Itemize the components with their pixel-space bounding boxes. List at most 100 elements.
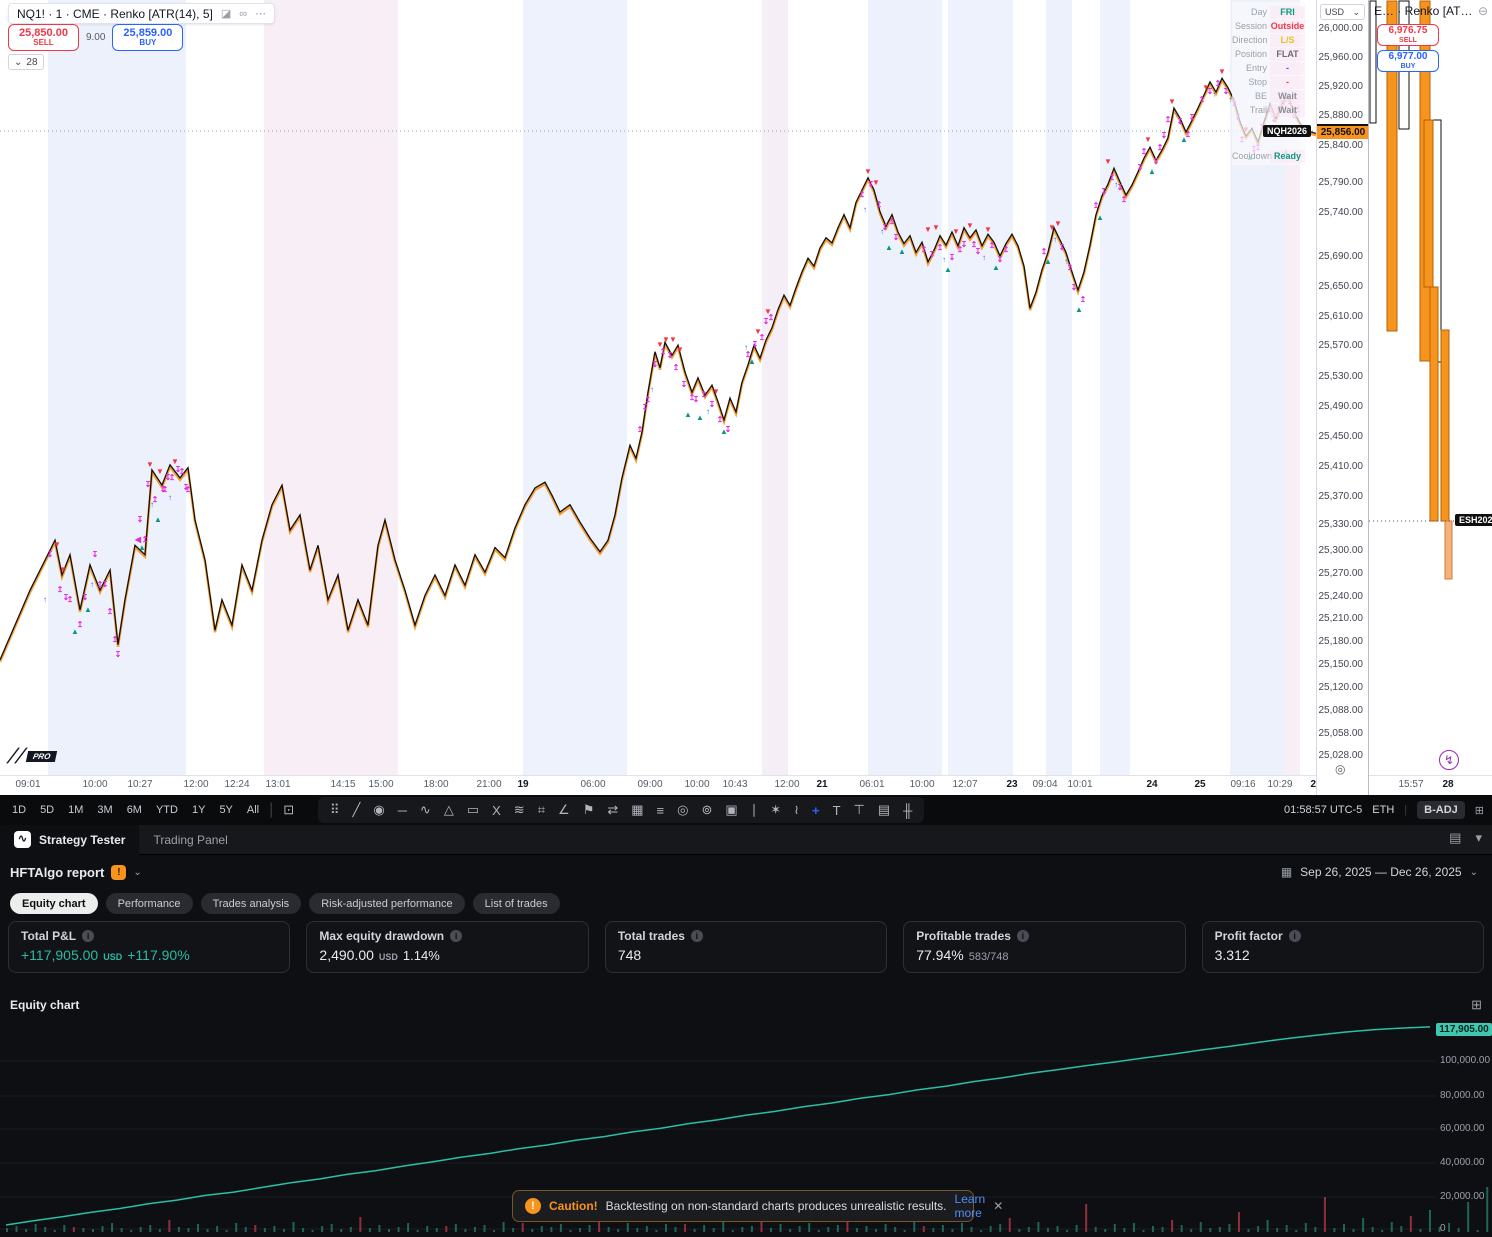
range-1m[interactable]: 1M <box>68 804 84 816</box>
range-1d[interactable]: 1D <box>12 804 27 816</box>
stat-value: 3.312 <box>1214 947 1250 963</box>
sell-button[interactable]: 25,850.00 SELL <box>8 24 79 51</box>
adjust-toggle[interactable]: B-ADJ <box>1417 801 1465 819</box>
price-tick: 25,740.00 <box>1318 207 1364 218</box>
tab-trading-panel[interactable]: Trading Panel <box>139 825 241 855</box>
text-icon[interactable]: T <box>832 802 841 818</box>
crosshair-icon[interactable]: + <box>811 802 820 818</box>
range-ytd[interactable]: YTD <box>155 804 178 816</box>
time-tick: 14:15 <box>330 779 356 790</box>
trade-marker: ↧ <box>928 250 936 259</box>
panel-collapse-icon[interactable]: ▾ <box>1475 830 1482 845</box>
report-tab-list-of-trades[interactable]: List of trades <box>472 893 560 914</box>
rectangle-icon[interactable]: ▭ <box>466 802 480 817</box>
grid-icon[interactable]: ▦ <box>631 802 644 817</box>
buy-button[interactable]: 25,859.00 BUY <box>112 24 184 51</box>
report-tab-trades-analysis[interactable]: Trades analysis <box>200 893 302 914</box>
range-6m[interactable]: 6M <box>126 804 142 816</box>
symbol-title[interactable]: NQ1! · 1 · CME · Renko [ATR(14), 5] <box>17 6 213 21</box>
price-tick: 25,180.00 <box>1318 636 1364 647</box>
panel-options-icon[interactable]: ▤ <box>1449 830 1462 845</box>
status-row: Stop - <box>1232 76 1305 89</box>
currency-label: USD <box>1325 7 1345 17</box>
anchored-text-icon[interactable]: ⊤ <box>853 802 865 817</box>
drag-handle-icon[interactable]: ⠿ <box>330 802 340 817</box>
time-tick: 21 <box>816 779 828 790</box>
info-icon[interactable]: i <box>690 930 703 942</box>
strategy-tester-icon: ∿ <box>14 831 31 848</box>
collapse-icon[interactable]: ⊖ <box>1477 4 1488 18</box>
range-5y[interactable]: 5Y <box>219 804 233 816</box>
trade-marker: ↧ <box>1176 117 1184 126</box>
flag-icon[interactable]: ⚑ <box>582 802 595 817</box>
price-axis[interactable]: USD ⌄ 26,000.00 25,960.00 25,920.00 25,880.… <box>1316 0 1369 795</box>
link-icon[interactable]: ∞ <box>239 7 248 20</box>
date-range-picker[interactable]: ▦ Sep 26, 2025 — Dec 26, 2025 ⌄ <box>1281 865 1478 879</box>
equity-chart[interactable]: 117,905.00 100,000.00 80,000.00 60,000.00 40… <box>0 1017 1492 1237</box>
zigzag-icon[interactable]: ∿ <box>419 802 431 817</box>
range-5d[interactable]: 5D <box>40 804 55 816</box>
snapshot-icon[interactable]: ◪ <box>220 8 232 20</box>
image-icon[interactable]: ▣ <box>725 802 738 817</box>
parallel-channel-icon[interactable]: ≡ <box>656 802 665 818</box>
report-selector[interactable]: HFTAlgo report ! ⌄ <box>10 865 142 880</box>
brush-icon[interactable]: ≀ <box>794 802 799 817</box>
bars-pattern-icon[interactable]: ⌗ <box>537 802 546 817</box>
clock[interactable]: 01:58:57 UTC-5 <box>1284 804 1363 816</box>
buy-button-secondary[interactable]: 6,977.00 BUY <box>1377 50 1439 72</box>
idea-icon[interactable]: ⊚ <box>701 802 713 817</box>
pin-icon[interactable]: ◉ <box>373 802 385 817</box>
table-icon[interactable]: ▤ <box>877 802 891 817</box>
sell-button-secondary[interactable]: 6,976.75 SELL <box>1377 24 1439 46</box>
chevron-down-icon: ⌄ <box>133 867 142 878</box>
range-3m[interactable]: 3M <box>97 804 113 816</box>
trade-marker: ↧ <box>1222 87 1230 96</box>
trend-angle-icon[interactable]: ∠ <box>558 802 570 817</box>
date-range-icon[interactable]: ⇄ <box>607 802 619 817</box>
expand-icon[interactable]: ⊞ <box>1471 997 1482 1012</box>
maximize-icon[interactable]: ⊞ <box>1474 804 1484 817</box>
trade-marker: ↧ <box>182 483 190 492</box>
tradingview-logo[interactable]: ╱╱ PRO <box>8 748 58 764</box>
vertical-line-icon[interactable]: ∣ <box>750 802 758 817</box>
tab-strategy-tester[interactable]: ∿ Strategy Tester <box>0 824 140 855</box>
trend-line-icon[interactable]: ╱ <box>352 802 361 817</box>
price-scale-settings-icon[interactable]: ◎ <box>1335 762 1346 776</box>
trade-marker: ▼ <box>1218 67 1226 76</box>
range-all[interactable]: All <box>246 804 260 816</box>
report-tab-equity-chart[interactable]: Equity chart <box>10 893 98 914</box>
report-tab-performance[interactable]: Performance <box>105 893 193 914</box>
main-chart[interactable]: ↑ ↧ ▼ ↥ ▼ ↧ ↥ ▲ ↥ ↧ ▲ ↑ ↧ ↥ ↧ ↥ ↥ ↧ ◀ ▲ ↧ ↥ ↧ ▼ ↑ ↥ ▲ ▼ ↧ ↥ ↧ ↑ ↥ ▼ ↧ ↥ ↧ ↥ ↥ ↧… <box>0 0 1316 795</box>
trade-marker: ↥ <box>184 485 192 494</box>
time-axis-secondary[interactable]: 15:57 28 <box>1369 775 1492 795</box>
go-to-date-icon[interactable]: ⊡ <box>283 802 295 817</box>
elliott-wave-icon[interactable]: ≋ <box>513 802 525 817</box>
lightning-icon[interactable]: ↯ <box>1439 750 1459 770</box>
star-icon[interactable]: ✶ <box>770 802 782 817</box>
currency-selector[interactable]: USD ⌄ <box>1320 4 1365 20</box>
session-toggle[interactable]: ETH <box>1372 804 1395 816</box>
more-options-icon[interactable]: ⋯ <box>255 8 267 20</box>
trade-marker: ↧ <box>1058 243 1066 252</box>
equity-tick: 60,000.00 <box>1440 1123 1485 1134</box>
horizontal-line-icon[interactable]: ─ <box>397 802 407 818</box>
symbol-title-bar[interactable]: NQ1! · 1 · CME · Renko [ATR(14), 5] ◪ ∞ … <box>8 3 276 24</box>
info-icon[interactable]: i <box>450 930 463 942</box>
object-tree-chip[interactable]: ⌄ 28 <box>8 54 44 70</box>
range-1y[interactable]: 1Y <box>191 804 206 816</box>
circle-icon[interactable]: ◎ <box>677 802 689 817</box>
info-icon[interactable]: i <box>1288 930 1301 942</box>
info-icon[interactable]: i <box>82 930 95 942</box>
time-tick: 19 <box>517 779 529 790</box>
secondary-symbol-title[interactable]: E… · Renko [AT… <box>1374 4 1473 18</box>
xabcd-pattern-icon[interactable]: X <box>492 802 501 818</box>
learn-more-link[interactable]: Learn more <box>954 1192 986 1220</box>
time-axis[interactable]: 09:01 10:00 10:27 12:00 12:24 13:01 14:15 15:00… <box>0 775 1316 795</box>
secondary-chart-panel[interactable]: E… · Renko [AT… ⊖ 6,976.75 SELL 6,977.00… <box>1368 0 1492 795</box>
trade-marker: ↥ <box>858 190 866 199</box>
report-tab-risk-adjusted-performance[interactable]: Risk-adjusted performance <box>309 893 465 914</box>
info-icon[interactable]: i <box>1016 930 1029 942</box>
triangle-pattern-icon[interactable]: △ <box>443 802 454 817</box>
close-icon[interactable]: ✕ <box>993 1199 1004 1213</box>
volume-profile-icon[interactable]: ╫ <box>903 802 913 818</box>
